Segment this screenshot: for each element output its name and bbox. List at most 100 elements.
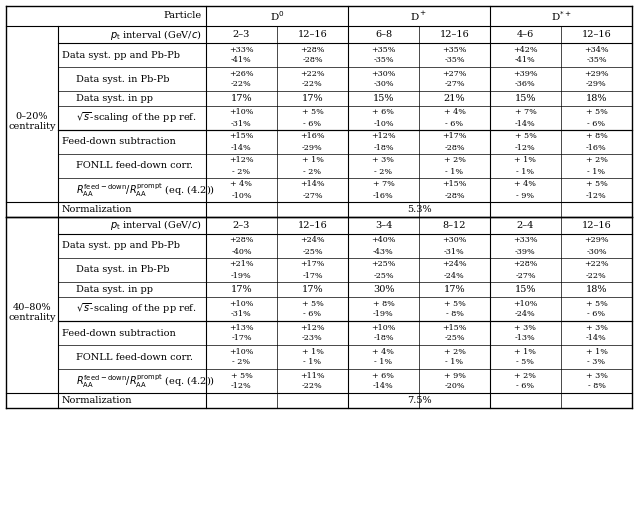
- Text: Data syst. in pp: Data syst. in pp: [76, 94, 153, 103]
- Text: -10%: -10%: [373, 120, 394, 127]
- Text: + 1%: + 1%: [586, 347, 607, 356]
- Text: - 2%: - 2%: [304, 168, 322, 175]
- Text: -36%: -36%: [515, 80, 536, 89]
- Text: -23%: -23%: [302, 334, 323, 343]
- Text: + 3%: + 3%: [586, 324, 607, 331]
- Text: -25%: -25%: [302, 248, 323, 255]
- Text: -39%: -39%: [515, 248, 536, 255]
- Text: +26%: +26%: [229, 70, 254, 77]
- Text: + 5%: + 5%: [586, 299, 607, 308]
- Text: Particle: Particle: [164, 11, 202, 21]
- Text: + 6%: + 6%: [373, 372, 394, 379]
- Text: $\sqrt{s}$-scaling of the pp ref.: $\sqrt{s}$-scaling of the pp ref.: [76, 111, 197, 125]
- Text: -20%: -20%: [444, 382, 465, 391]
- Text: +10%: +10%: [229, 299, 254, 308]
- Text: + 1%: + 1%: [514, 156, 537, 165]
- Text: + 5%: + 5%: [586, 108, 607, 117]
- Text: -19%: -19%: [373, 311, 394, 318]
- Text: + 1%: + 1%: [302, 156, 323, 165]
- Text: Data syst. pp and Pb-Pb: Data syst. pp and Pb-Pb: [62, 241, 180, 250]
- Text: 17%: 17%: [443, 285, 465, 294]
- Text: - 8%: - 8%: [588, 382, 605, 391]
- Text: +28%: +28%: [513, 261, 538, 268]
- Text: - 2%: - 2%: [375, 168, 392, 175]
- Text: 5.3%: 5.3%: [406, 205, 431, 214]
- Text: +12%: +12%: [371, 133, 396, 140]
- Text: + 5%: + 5%: [515, 133, 537, 140]
- Text: +21%: +21%: [229, 261, 254, 268]
- Text: $\sqrt{s}$-scaling of the pp ref.: $\sqrt{s}$-scaling of the pp ref.: [76, 302, 197, 316]
- Text: - 2%: - 2%: [232, 359, 251, 366]
- Text: -41%: -41%: [231, 56, 252, 64]
- Text: -22%: -22%: [231, 80, 252, 89]
- Text: -24%: -24%: [444, 271, 465, 280]
- Text: $R_{\rm AA}^{\rm feed-down}/R_{\rm AA}^{\rm prompt}$ (eq. (4.2)): $R_{\rm AA}^{\rm feed-down}/R_{\rm AA}^{…: [76, 181, 215, 199]
- Text: + 1%: + 1%: [514, 347, 537, 356]
- Text: -31%: -31%: [231, 311, 252, 318]
- Text: +28%: +28%: [300, 45, 325, 54]
- Text: -29%: -29%: [302, 143, 323, 152]
- Text: +42%: +42%: [513, 45, 538, 54]
- Text: +15%: +15%: [442, 324, 467, 331]
- Text: -27%: -27%: [444, 80, 465, 89]
- Text: +34%: +34%: [584, 45, 609, 54]
- Text: + 2%: + 2%: [443, 347, 466, 356]
- Text: Data syst. in Pb-Pb: Data syst. in Pb-Pb: [76, 266, 170, 275]
- Text: 2–3: 2–3: [233, 30, 250, 39]
- Text: +39%: +39%: [513, 70, 538, 77]
- Text: -41%: -41%: [515, 56, 536, 64]
- Text: 12–16: 12–16: [440, 30, 470, 39]
- Text: -27%: -27%: [516, 271, 536, 280]
- Text: 3–4: 3–4: [375, 221, 392, 230]
- Text: + 4%: + 4%: [373, 347, 394, 356]
- Text: +16%: +16%: [300, 133, 325, 140]
- Text: $p_{\rm t}$ interval (GeV/$c$): $p_{\rm t}$ interval (GeV/$c$): [110, 27, 202, 41]
- Text: +35%: +35%: [442, 45, 467, 54]
- Text: + 5%: + 5%: [302, 299, 323, 308]
- Text: $R_{\rm AA}^{\rm feed-down}/R_{\rm AA}^{\rm prompt}$ (eq. (4.2)): $R_{\rm AA}^{\rm feed-down}/R_{\rm AA}^{…: [76, 372, 215, 390]
- Text: -22%: -22%: [302, 80, 323, 89]
- Text: +14%: +14%: [300, 181, 325, 188]
- Text: -16%: -16%: [586, 143, 607, 152]
- Text: + 4%: + 4%: [514, 181, 537, 188]
- Text: +40%: +40%: [371, 236, 396, 245]
- Text: -28%: -28%: [444, 191, 465, 200]
- Text: 15%: 15%: [373, 94, 394, 103]
- Text: -28%: -28%: [302, 56, 323, 64]
- Text: - 6%: - 6%: [588, 311, 605, 318]
- Text: - 6%: - 6%: [588, 120, 605, 127]
- Text: 4–6: 4–6: [517, 30, 534, 39]
- Text: 17%: 17%: [302, 285, 323, 294]
- Text: + 5%: + 5%: [302, 108, 323, 117]
- Text: +33%: +33%: [229, 45, 254, 54]
- Text: 12–16: 12–16: [582, 221, 611, 230]
- Text: -17%: -17%: [302, 271, 323, 280]
- Text: D$^{*+}$: D$^{*+}$: [551, 9, 572, 23]
- Text: +30%: +30%: [371, 70, 396, 77]
- Text: +28%: +28%: [229, 236, 254, 245]
- Text: + 2%: + 2%: [443, 156, 466, 165]
- Text: - 1%: - 1%: [375, 359, 392, 366]
- Text: -22%: -22%: [302, 382, 323, 391]
- Text: + 5%: + 5%: [586, 181, 607, 188]
- Text: +10%: +10%: [229, 108, 254, 117]
- Text: -18%: -18%: [373, 334, 394, 343]
- Text: + 9%: + 9%: [443, 372, 466, 379]
- Text: + 4%: + 4%: [443, 108, 466, 117]
- Text: -16%: -16%: [373, 191, 394, 200]
- Text: -35%: -35%: [373, 56, 394, 64]
- Text: 17%: 17%: [302, 94, 323, 103]
- Text: - 1%: - 1%: [304, 359, 322, 366]
- Text: FONLL feed-down corr.: FONLL feed-down corr.: [76, 352, 193, 362]
- Text: -12%: -12%: [515, 143, 536, 152]
- Text: - 3%: - 3%: [588, 359, 605, 366]
- Text: 0–20%
centrality: 0–20% centrality: [8, 112, 56, 131]
- Text: 2–3: 2–3: [233, 221, 250, 230]
- Text: 40–80%
centrality: 40–80% centrality: [8, 303, 56, 322]
- Text: $p_{\rm t}$ interval (GeV/$c$): $p_{\rm t}$ interval (GeV/$c$): [110, 218, 202, 233]
- Text: + 8%: + 8%: [373, 299, 394, 308]
- Text: -35%: -35%: [444, 56, 465, 64]
- Text: -27%: -27%: [302, 191, 323, 200]
- Text: +10%: +10%: [371, 324, 396, 331]
- Text: +25%: +25%: [371, 261, 396, 268]
